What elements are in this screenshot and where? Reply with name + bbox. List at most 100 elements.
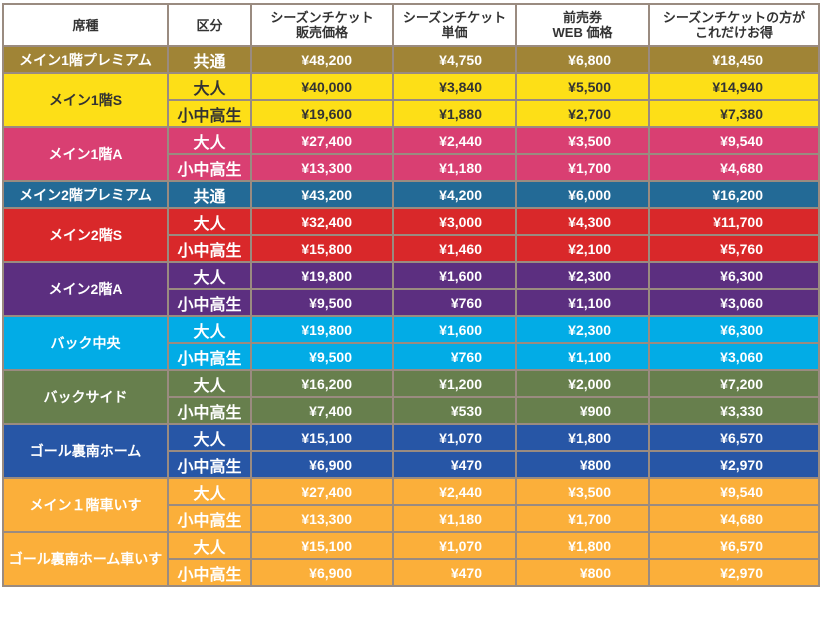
savings-cell: ¥6,300 [648,315,820,344]
unit-price-cell: ¥2,440 [392,477,517,506]
table-row: ゴール裏南ホーム車いす 大人 ¥15,100 ¥1,070 ¥1,800 ¥6,570 [2,531,820,587]
seat-name-cell: メイン2階プレミアム [2,180,169,209]
savings-cell: ¥9,540 [648,126,820,155]
category-cell: 大人 [167,72,252,101]
seat-name-cell: バック中央 [2,315,169,371]
web-price-cell: ¥800 [515,558,650,587]
table-row: メイン2階S 大人 ¥32,400 ¥3,000 ¥4,300 ¥11,700 [2,207,820,263]
web-price-cell: ¥1,800 [515,423,650,452]
category-cell: 大人 [167,315,252,344]
header-web-price: 前売券 WEB 価格 [515,3,650,47]
web-price-cell: ¥2,700 [515,99,650,128]
seat-name-cell: メイン1階S [2,72,169,128]
header-unit-price: シーズンチケット 単価 [392,3,517,47]
header-savings: シーズンチケットの方が これだけお得 [648,3,820,47]
season-price-cell: ¥9,500 [250,288,394,317]
seat-name-cell: メイン1階プレミアム [2,45,169,74]
seat-name-cell: バックサイド [2,369,169,425]
savings-cell: ¥6,570 [648,423,820,452]
savings-cell: ¥4,680 [648,504,820,533]
savings-cell: ¥3,060 [648,288,820,317]
web-price-cell: ¥3,500 [515,126,650,155]
unit-price-cell: ¥470 [392,558,517,587]
savings-cell: ¥3,330 [648,396,820,425]
category-cell: 大人 [167,531,252,560]
season-price-cell: ¥43,200 [250,180,394,209]
web-price-cell: ¥1,700 [515,153,650,182]
category-cell: 小中高生 [167,153,252,182]
seat-name-cell: メイン2階A [2,261,169,317]
savings-cell: ¥9,540 [648,477,820,506]
savings-cell: ¥11,700 [648,207,820,236]
season-price-cell: ¥16,200 [250,369,394,398]
category-cell: 小中高生 [167,234,252,263]
category-cell: 大人 [167,477,252,506]
seat-name-cell: ゴール裏南ホーム [2,423,169,479]
unit-price-cell: ¥470 [392,450,517,479]
category-cell: 小中高生 [167,342,252,371]
category-cell: 小中高生 [167,558,252,587]
category-cell: 大人 [167,207,252,236]
category-cell: 小中高生 [167,396,252,425]
season-price-cell: ¥15,100 [250,423,394,452]
category-cell: 大人 [167,261,252,290]
unit-price-cell: ¥1,180 [392,153,517,182]
table-row: メイン2階プレミアム 共通 ¥43,200 ¥4,200 ¥6,000 ¥16,200 [2,180,820,209]
season-price-cell: ¥15,800 [250,234,394,263]
seat-name-cell: メイン2階S [2,207,169,263]
savings-cell: ¥6,300 [648,261,820,290]
category-cell: 小中高生 [167,504,252,533]
web-price-cell: ¥1,100 [515,342,650,371]
savings-cell: ¥6,570 [648,531,820,560]
season-price-cell: ¥27,400 [250,477,394,506]
table-row: メイン1階A 大人 ¥27,400 ¥2,440 ¥3,500 ¥9,540 [2,126,820,182]
table-row: バック中央 大人 ¥19,800 ¥1,600 ¥2,300 ¥6,300 [2,315,820,371]
savings-cell: ¥2,970 [648,450,820,479]
unit-price-cell: ¥530 [392,396,517,425]
savings-cell: ¥18,450 [648,45,820,74]
unit-price-cell: ¥1,180 [392,504,517,533]
web-price-cell: ¥1,100 [515,288,650,317]
header-row: 席種 区分 シーズンチケット 販売価格 シーズンチケット 単価 前売券 WEB … [2,3,820,47]
web-price-cell: ¥900 [515,396,650,425]
web-price-cell: ¥2,100 [515,234,650,263]
seat-name-cell: メイン１階車いす [2,477,169,533]
unit-price-cell: ¥1,600 [392,315,517,344]
header-seat: 席種 [2,3,169,47]
savings-cell: ¥3,060 [648,342,820,371]
web-price-cell: ¥6,000 [515,180,650,209]
category-cell: 小中高生 [167,99,252,128]
season-price-cell: ¥9,500 [250,342,394,371]
web-price-cell: ¥2,300 [515,261,650,290]
season-price-cell: ¥6,900 [250,450,394,479]
category-cell: 大人 [167,423,252,452]
web-price-cell: ¥1,800 [515,531,650,560]
unit-price-cell: ¥1,070 [392,423,517,452]
unit-price-cell: ¥1,880 [392,99,517,128]
unit-price-cell: ¥760 [392,342,517,371]
unit-price-cell: ¥1,460 [392,234,517,263]
seat-name-cell: メイン1階A [2,126,169,182]
category-cell: 共通 [167,180,252,209]
season-price-cell: ¥15,100 [250,531,394,560]
web-price-cell: ¥4,300 [515,207,650,236]
table-row: ゴール裏南ホーム 大人 ¥15,100 ¥1,070 ¥1,800 ¥6,570 [2,423,820,479]
web-price-cell: ¥800 [515,450,650,479]
table-body: メイン1階プレミアム 共通 ¥48,200 ¥4,750 ¥6,800 ¥18,450 メイ… [2,45,820,587]
season-price-cell: ¥40,000 [250,72,394,101]
unit-price-cell: ¥1,200 [392,369,517,398]
category-cell: 大人 [167,369,252,398]
season-price-cell: ¥19,800 [250,261,394,290]
category-cell: 大人 [167,126,252,155]
table-row: 小中高生 ¥13,300 ¥1,180 ¥1,700 ¥4,680 [3,504,820,533]
table-row: バックサイド 大人 ¥16,200 ¥1,200 ¥2,000 ¥7,200 [2,369,820,425]
savings-cell: ¥5,760 [648,234,820,263]
unit-price-cell: ¥1,070 [392,531,517,560]
table-row: メイン１階車いす 大人 ¥27,400 ¥2,440 ¥3,500 ¥9,540 [2,477,820,533]
season-price-cell: ¥19,800 [250,315,394,344]
savings-cell: ¥16,200 [648,180,820,209]
savings-cell: ¥14,940 [648,72,820,101]
season-price-cell: ¥6,900 [250,558,394,587]
table-row: メイン1階プレミアム 共通 ¥48,200 ¥4,750 ¥6,800 ¥18,450 [2,45,820,74]
header-category: 区分 [167,3,252,47]
